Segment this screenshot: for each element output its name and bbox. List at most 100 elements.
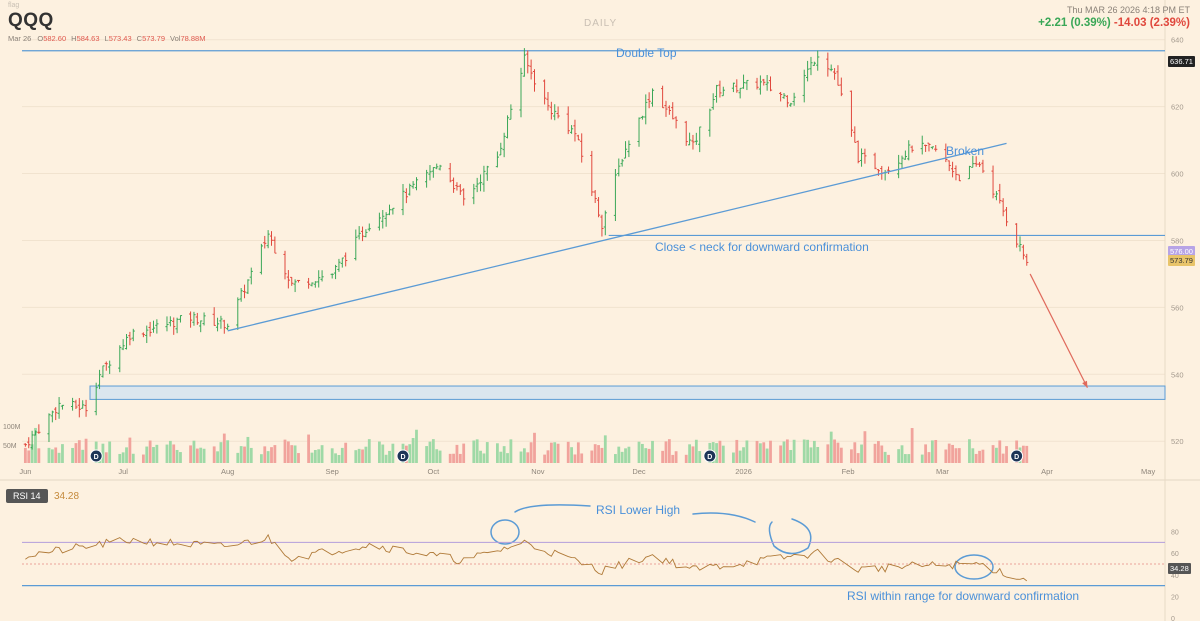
volume-bar	[853, 442, 857, 463]
ohlc-value: 584.63	[76, 34, 100, 43]
volume-bar	[614, 454, 617, 463]
volume-bar	[715, 443, 718, 463]
volume-bar	[718, 440, 722, 463]
bar-date: Mar 26	[8, 34, 32, 43]
volume-bar	[30, 444, 34, 463]
volume-bar	[175, 449, 179, 463]
volume-bar	[101, 443, 105, 463]
ohlc-value: 582.60	[43, 34, 67, 43]
volume-bar	[199, 447, 203, 463]
volume-bar	[924, 444, 928, 463]
volume-bar	[553, 442, 557, 463]
ohlc-readout: Mar 26 O582.60 H584.63 L573.43 C573.79 Vol78.…	[8, 34, 210, 43]
volume-bar	[273, 445, 277, 463]
volume-bar	[307, 434, 310, 463]
volume-bar	[600, 447, 604, 463]
volume-bar	[522, 448, 526, 463]
volume-bar	[74, 443, 78, 463]
price-tag-top: 636.71	[1168, 56, 1195, 67]
change-abs: +2.21 (0.39%)	[1038, 17, 1111, 29]
volume-bar	[317, 449, 321, 463]
volume-bar	[603, 435, 607, 463]
volume-tick-label: 100M	[3, 424, 21, 431]
volume-bar	[836, 442, 840, 463]
volume-bar	[438, 450, 442, 463]
volume-bar	[354, 450, 358, 463]
volume-bar	[506, 453, 509, 463]
volume-bar	[698, 451, 702, 463]
volume-bar	[968, 439, 971, 463]
volume-bar	[947, 443, 951, 463]
volume-bar	[664, 441, 668, 463]
volume-bar	[920, 454, 924, 463]
rsi-tag-last: 34.28	[1168, 563, 1191, 574]
volume-bar	[148, 440, 152, 463]
volume-bar	[860, 444, 863, 463]
x-tick-label: Jul	[118, 467, 128, 476]
levels	[22, 50, 1165, 237]
volume-bar	[903, 454, 907, 463]
volume-bar	[411, 438, 415, 463]
volume-bar	[887, 454, 890, 463]
price-tag-last: 573.79	[1168, 255, 1195, 266]
volume-bar	[125, 447, 128, 463]
volume-bar	[364, 446, 368, 463]
volume-bar	[320, 445, 324, 463]
volume-bar	[816, 447, 820, 463]
volume-bar	[877, 441, 880, 463]
x-tick-label: Apr	[1041, 467, 1053, 476]
volume-bar	[243, 446, 246, 463]
volume-bar	[570, 447, 573, 463]
volume-bar	[165, 444, 169, 463]
volume-bar	[688, 444, 691, 463]
rsi-tick-label: 80	[1171, 530, 1179, 537]
volume-bar	[408, 444, 412, 463]
volume-bar	[765, 448, 769, 463]
x-tick-label: 2026	[735, 467, 752, 476]
volume-bar	[425, 446, 429, 463]
volume-bar	[897, 449, 901, 463]
volume-bar	[485, 442, 489, 463]
annotation-broken: Broken	[946, 144, 985, 158]
volume-bar	[226, 440, 230, 463]
volume-bar	[829, 431, 833, 463]
dividend-marker-label: D	[94, 454, 99, 461]
y-tick-label: 520	[1171, 437, 1184, 446]
volume-bar	[448, 453, 452, 463]
target-zone	[89, 385, 1166, 400]
volume-bar	[283, 439, 287, 463]
dividend-marker-icon	[396, 449, 410, 463]
rsi-indicator-badge[interactable]: RSI 14	[6, 489, 48, 503]
dividend-marker-label: D	[707, 454, 712, 461]
volume-bar	[239, 446, 243, 463]
volume-bar	[293, 445, 297, 463]
volume-bar	[674, 451, 678, 463]
change-readout: +2.21 (0.39%) -14.03 (2.39%)	[1038, 17, 1190, 29]
volume-bar	[286, 441, 290, 463]
volume-bar	[785, 439, 789, 463]
volume-bar	[755, 440, 759, 463]
rsi-tick-label: 40	[1171, 573, 1179, 580]
volume-bar	[472, 440, 476, 463]
y-tick-label: 620	[1171, 103, 1184, 112]
volume-bar	[529, 442, 533, 463]
volume-bar	[620, 451, 624, 463]
volume-bar	[54, 447, 58, 463]
x-tick-label: Jun	[19, 467, 31, 476]
volume-bar	[944, 449, 948, 463]
volume-bar	[290, 445, 294, 463]
volume-bar	[640, 443, 644, 463]
volume-bar	[381, 444, 385, 463]
volume-bar	[580, 453, 584, 463]
volume-bar	[930, 440, 934, 463]
volume-bar	[202, 448, 206, 463]
volume-bar	[310, 452, 314, 463]
volume-bar	[77, 440, 81, 463]
x-tick-label: Sep	[326, 467, 339, 476]
volume-bar	[246, 436, 250, 463]
symbol-title[interactable]: QQQ	[8, 10, 54, 31]
ohlc-value: 573.43	[108, 34, 132, 43]
volume-bar	[873, 443, 877, 463]
